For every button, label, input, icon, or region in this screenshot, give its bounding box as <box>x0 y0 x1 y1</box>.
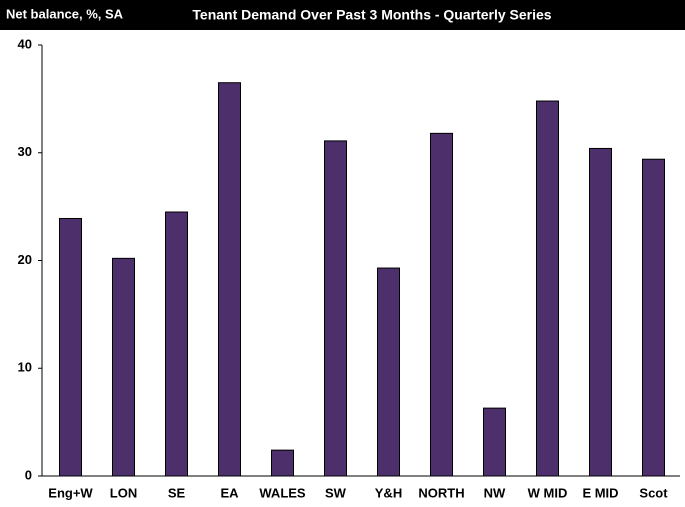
y-tick-label: 40 <box>18 36 32 51</box>
x-tick-label: E MID <box>582 485 618 500</box>
bar <box>642 158 665 477</box>
x-tick-label: Y&H <box>375 485 402 500</box>
header-bar <box>0 0 685 30</box>
bar <box>165 211 188 477</box>
bar <box>324 140 347 477</box>
bar <box>218 82 241 477</box>
y-axis-label: Net balance, %, SA <box>6 6 124 21</box>
x-tick-label: SW <box>325 485 347 500</box>
x-tick-label: Scot <box>639 485 668 500</box>
x-tick-label: SE <box>168 485 186 500</box>
chart-title: Tenant Demand Over Past 3 Months - Quart… <box>192 7 551 23</box>
x-tick-label: NW <box>484 485 506 500</box>
bar <box>483 407 506 477</box>
y-tick-label: 10 <box>18 360 32 375</box>
y-tick-label: 30 <box>18 144 32 159</box>
bar <box>430 132 453 477</box>
bar <box>59 217 82 477</box>
x-tick-label: Eng+W <box>48 485 93 500</box>
bar <box>589 147 612 477</box>
x-tick-label: WALES <box>259 485 306 500</box>
x-tick-label: LON <box>110 485 137 500</box>
bar <box>271 449 294 477</box>
y-tick-label: 20 <box>18 252 32 267</box>
y-tick-label: 0 <box>25 467 32 482</box>
bar <box>377 267 400 477</box>
x-tick-label: EA <box>220 485 239 500</box>
bar <box>536 100 559 477</box>
x-tick-label: W MID <box>528 485 568 500</box>
x-tick-label: NORTH <box>418 485 464 500</box>
bar <box>112 257 135 477</box>
